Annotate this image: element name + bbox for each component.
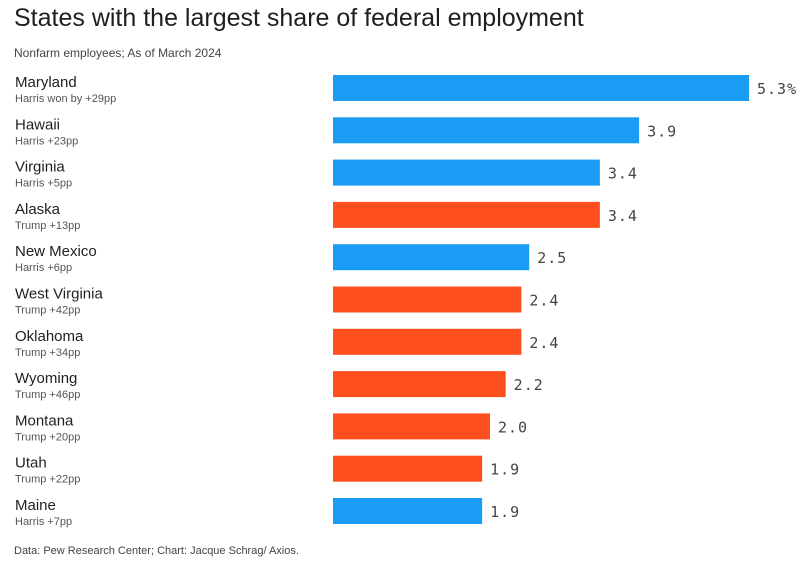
state-label-wyoming: Wyoming [15, 370, 77, 387]
value-label-montana: 2.0 [498, 418, 528, 436]
state-label-maine: Maine [15, 497, 56, 514]
state-label-oklahoma: Oklahoma [15, 328, 84, 345]
state-label-utah: Utah [15, 455, 47, 472]
bar-maryland [333, 75, 749, 101]
value-label-new-mexico: 2.5 [537, 249, 567, 267]
value-label-utah: 1.9 [490, 461, 520, 479]
bar-oklahoma [333, 328, 522, 355]
margin-label-alaska: Trump +13pp [15, 220, 80, 232]
value-label-hawaii: 3.9 [647, 122, 677, 140]
bar-alaska [333, 201, 600, 228]
state-label-montana: Montana [15, 412, 74, 429]
chart-source: Data: Pew Research Center; Chart: Jacque… [14, 545, 299, 557]
bar-maine [333, 498, 483, 524]
margin-label-maryland: Harris won by +29pp [15, 93, 116, 105]
margin-label-hawaii: Harris +23pp [15, 135, 78, 147]
state-label-virginia: Virginia [15, 159, 65, 176]
bar-new-mexico [333, 244, 530, 271]
state-label-maryland: Maryland [15, 74, 77, 91]
bar-wyoming [333, 371, 506, 398]
margin-label-montana: Trump +20pp [15, 431, 80, 443]
state-label-west-virginia: West Virginia [15, 286, 103, 303]
state-label-new-mexico: New Mexico [15, 243, 97, 260]
value-label-maryland: 5.3% [757, 80, 797, 98]
margin-label-utah: Trump +22pp [15, 474, 80, 486]
value-label-oklahoma: 2.4 [529, 334, 559, 352]
margin-label-oklahoma: Trump +34pp [15, 347, 80, 359]
margin-label-west-virginia: Trump +42pp [15, 305, 80, 317]
state-label-hawaii: Hawaii [15, 116, 60, 133]
state-label-alaska: Alaska [15, 201, 61, 218]
value-label-west-virginia: 2.4 [529, 292, 559, 310]
value-label-maine: 1.9 [490, 503, 520, 521]
chart-subtitle: Nonfarm employees; As of March 2024 [14, 46, 222, 60]
bar-montana [333, 413, 490, 440]
value-label-virginia: 3.4 [608, 165, 638, 183]
margin-label-wyoming: Trump +46pp [15, 389, 80, 401]
bar-virginia [333, 159, 600, 186]
value-label-wyoming: 2.2 [514, 376, 544, 394]
chart-title: States with the largest share of federal… [14, 4, 584, 32]
value-label-alaska: 3.4 [608, 207, 638, 225]
margin-label-virginia: Harris +5pp [15, 178, 72, 190]
bar-utah [333, 455, 483, 482]
bar-west-virginia [333, 286, 522, 313]
margin-label-new-mexico: Harris +6pp [15, 262, 72, 274]
bar-hawaii [333, 117, 640, 144]
margin-label-maine: Harris +7pp [15, 516, 72, 528]
